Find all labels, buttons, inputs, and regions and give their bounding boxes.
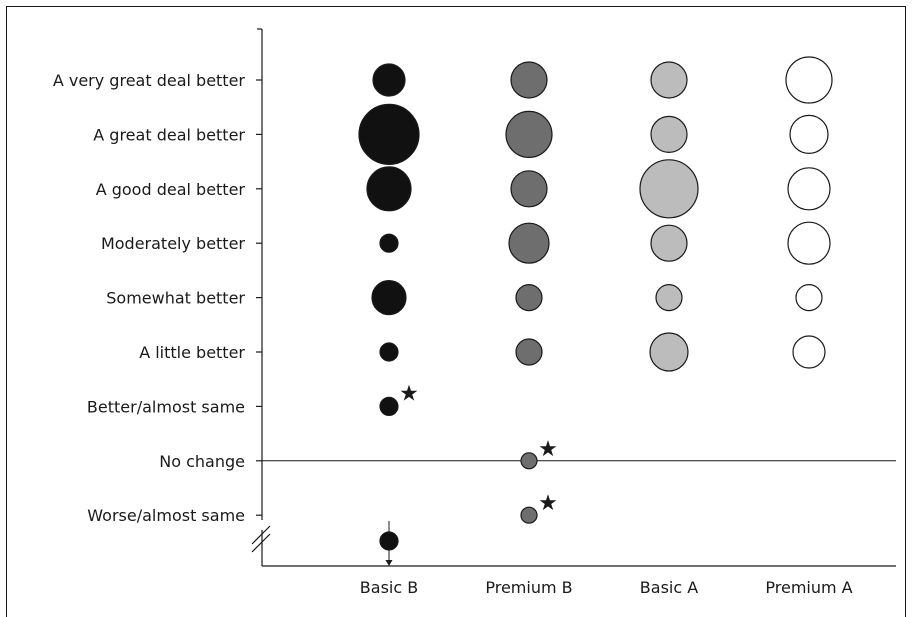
bubble-basic-b-somewhat-better <box>371 280 407 316</box>
bubble-basic-a-moderately-better <box>650 224 688 262</box>
bubble-premium-a-a-little-better <box>792 335 826 369</box>
bubble-basic-a-a-great-deal-better <box>650 115 688 153</box>
x-axis-labels: Basic B Premium B Basic A Premium A <box>360 578 853 597</box>
y-tick-label-moderately-better: Moderately better <box>101 234 245 253</box>
bubble-premium-b-worse-almost-same <box>520 506 538 524</box>
bubble-basic-b-a-great-deal-better <box>358 103 420 165</box>
y-axis-labels: A very great deal better A great deal bet… <box>53 71 246 525</box>
bubble-basic-b-a-good-deal-better <box>366 166 412 212</box>
x-tick-label-premium-a: Premium A <box>765 578 852 597</box>
star-marker-premium-b-worse-almost-same: ★ <box>538 491 558 516</box>
bubble-premium-a-a-very-great-deal-better <box>785 56 833 104</box>
bubble-premium-b-moderately-better <box>508 222 550 264</box>
y-tick-label-a-great-deal-better: A great deal better <box>93 125 245 144</box>
bubble-premium-a-somewhat-better <box>795 284 823 312</box>
bubble-basic-a-a-good-deal-better <box>639 159 699 219</box>
axis-break-mark-2 <box>251 533 271 553</box>
bubble-premium-b-a-little-better <box>515 338 543 366</box>
bubble-premium-b-no-change <box>520 452 538 470</box>
y-tick-label-a-very-great-deal-better: A very great deal better <box>53 71 246 90</box>
y-tick-label-somewhat-better: Somewhat better <box>106 289 245 308</box>
bubble-premium-a-moderately-better <box>787 221 831 265</box>
chart-marks: ★ ★ ★ <box>358 56 833 566</box>
bubble-basic-b-a-very-great-deal-better <box>372 63 406 97</box>
bubble-basic-b-a-little-better <box>379 342 399 362</box>
bubble-basic-a-a-very-great-deal-better <box>650 61 688 99</box>
y-tick-label-a-good-deal-better: A good deal better <box>96 180 246 199</box>
bubble-premium-b-a-good-deal-better <box>510 170 548 208</box>
bubble-basic-a-somewhat-better <box>655 284 683 312</box>
bubble-basic-a-a-little-better <box>649 332 689 372</box>
y-tick-label-a-little-better: A little better <box>139 343 245 362</box>
bubble-premium-b-a-great-deal-better <box>505 110 553 158</box>
axes <box>251 28 896 567</box>
x-tick-label-basic-b: Basic B <box>360 578 418 597</box>
y-tick-label-better-almost-same: Better/almost same <box>87 397 245 416</box>
bubble-basic-b-below-axis-break <box>379 531 399 551</box>
x-tick-label-premium-b: Premium B <box>485 578 572 597</box>
bubble-premium-b-somewhat-better <box>515 284 543 312</box>
arrow-head-basic-b <box>385 560 393 566</box>
y-tick-label-worse-almost-same: Worse/almost same <box>87 506 245 525</box>
bubble-premium-a-a-good-deal-better <box>787 167 831 211</box>
chart-frame <box>6 6 906 617</box>
star-marker-basic-b-better-almost-same: ★ <box>399 381 419 406</box>
axis-break-mark-1 <box>251 525 271 545</box>
bubble-premium-b-a-very-great-deal-better <box>510 61 548 99</box>
bubble-premium-a-a-great-deal-better <box>789 114 829 154</box>
bubble-basic-b-better-almost-same <box>379 396 399 416</box>
bubble-basic-b-moderately-better <box>379 233 399 253</box>
x-tick-label-basic-a: Basic A <box>640 578 698 597</box>
star-marker-premium-b-no-change: ★ <box>538 437 558 462</box>
y-tick-label-no-change: No change <box>159 452 245 471</box>
